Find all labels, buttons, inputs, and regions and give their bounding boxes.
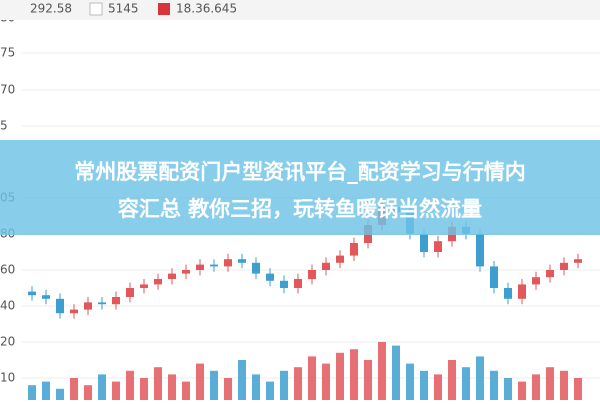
volume-bar bbox=[378, 342, 386, 400]
candle-body bbox=[112, 297, 120, 305]
volume-bar bbox=[504, 378, 512, 400]
candle-body bbox=[168, 273, 176, 279]
candle-body bbox=[546, 270, 554, 278]
volume-bar bbox=[546, 367, 554, 400]
volume-bar bbox=[420, 370, 428, 400]
volume-bar bbox=[532, 374, 540, 400]
legend-label: 292.58 bbox=[30, 2, 72, 16]
volume-bar bbox=[574, 378, 582, 400]
volume-bar bbox=[434, 374, 442, 400]
banner-title: 容汇总 教你三招，玩转鱼暖锅当然流量 bbox=[118, 197, 482, 221]
volume-bar bbox=[448, 360, 456, 400]
volume-bar bbox=[476, 356, 484, 400]
volume-bar bbox=[42, 381, 50, 400]
candle-body bbox=[98, 302, 106, 305]
volume-bar bbox=[560, 370, 568, 400]
candle-body bbox=[560, 262, 568, 270]
candle-body bbox=[42, 295, 50, 299]
axis-label: 70 bbox=[0, 83, 15, 97]
candle-body bbox=[350, 243, 358, 256]
volume-bar bbox=[252, 374, 260, 400]
volume-bar bbox=[280, 370, 288, 400]
volume-bar bbox=[406, 363, 414, 400]
legend-swatch bbox=[158, 3, 170, 15]
candle-body bbox=[252, 262, 260, 274]
candle-body bbox=[490, 266, 498, 288]
candle-body bbox=[322, 262, 330, 270]
candle-body bbox=[210, 264, 218, 267]
candle-body bbox=[294, 279, 302, 288]
candle-body bbox=[434, 241, 442, 252]
volume-bar bbox=[392, 345, 400, 400]
candle-body bbox=[224, 259, 232, 267]
axis-label: 40 bbox=[0, 299, 15, 313]
volume-bar bbox=[294, 367, 302, 400]
candle-body bbox=[140, 284, 148, 288]
volume-bar bbox=[182, 381, 190, 400]
candle-body bbox=[308, 270, 316, 279]
candle-body bbox=[532, 277, 540, 285]
volume-bar bbox=[168, 374, 176, 400]
candle-body bbox=[182, 270, 190, 274]
volume-bar bbox=[84, 385, 92, 400]
candle-body bbox=[196, 264, 204, 270]
volume-bar bbox=[308, 356, 316, 400]
volume-bar bbox=[56, 388, 64, 400]
candle-body bbox=[420, 234, 428, 252]
axis-label: 10 bbox=[0, 371, 15, 385]
legend-bar bbox=[0, 0, 600, 20]
volume-bar bbox=[70, 378, 78, 400]
volume-bar bbox=[224, 378, 232, 400]
banner-band bbox=[0, 140, 600, 235]
candle-body bbox=[280, 280, 288, 288]
candle-body bbox=[336, 255, 344, 263]
candle-body bbox=[84, 302, 92, 310]
banner-title: 常州股票配资门户型资讯平台_配资学习与行情内 bbox=[74, 160, 526, 184]
candle-body bbox=[504, 288, 512, 299]
volume-bar bbox=[364, 360, 372, 400]
candle-body bbox=[126, 288, 134, 297]
volume-bar bbox=[350, 349, 358, 400]
candle-body bbox=[28, 291, 36, 296]
legend-swatch bbox=[89, 2, 103, 16]
volume-bar bbox=[490, 370, 498, 400]
axis-label: 75 bbox=[0, 46, 15, 60]
candle-body bbox=[574, 259, 582, 263]
volume-bar bbox=[154, 367, 162, 400]
candle-body bbox=[56, 298, 64, 314]
candle-body bbox=[476, 234, 484, 267]
legend-label: 5145 bbox=[108, 2, 139, 16]
volume-bar bbox=[140, 378, 148, 400]
volume-bar bbox=[196, 363, 204, 400]
legend-label: 18.36.645 bbox=[176, 2, 237, 16]
axis-label: 5 bbox=[0, 119, 8, 133]
axis-label: 20 bbox=[0, 335, 15, 349]
volume-bar bbox=[462, 367, 470, 400]
volume-bar bbox=[266, 381, 274, 400]
volume-bar bbox=[98, 374, 106, 400]
candle-body bbox=[154, 279, 162, 285]
candle-body bbox=[518, 284, 526, 299]
candle-body bbox=[266, 273, 274, 281]
volume-bar bbox=[210, 370, 218, 400]
volume-bar bbox=[126, 370, 134, 400]
volume-bar bbox=[112, 381, 120, 400]
volume-bar bbox=[336, 352, 344, 400]
axis-label: 60 bbox=[0, 263, 15, 277]
volume-bar bbox=[518, 381, 526, 400]
candle-body bbox=[70, 309, 78, 314]
candle-body bbox=[238, 259, 246, 263]
volume-bar bbox=[238, 360, 246, 400]
volume-bar bbox=[322, 363, 330, 400]
volume-bar bbox=[28, 385, 36, 400]
